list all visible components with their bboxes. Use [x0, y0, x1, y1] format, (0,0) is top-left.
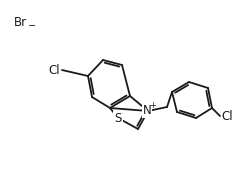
Text: Cl: Cl: [48, 64, 60, 77]
Text: S: S: [114, 111, 122, 125]
Text: −: −: [28, 21, 36, 31]
Text: N: N: [143, 104, 151, 117]
Text: Cl: Cl: [221, 110, 233, 123]
Text: Br: Br: [14, 16, 27, 28]
Text: +: +: [150, 102, 156, 110]
